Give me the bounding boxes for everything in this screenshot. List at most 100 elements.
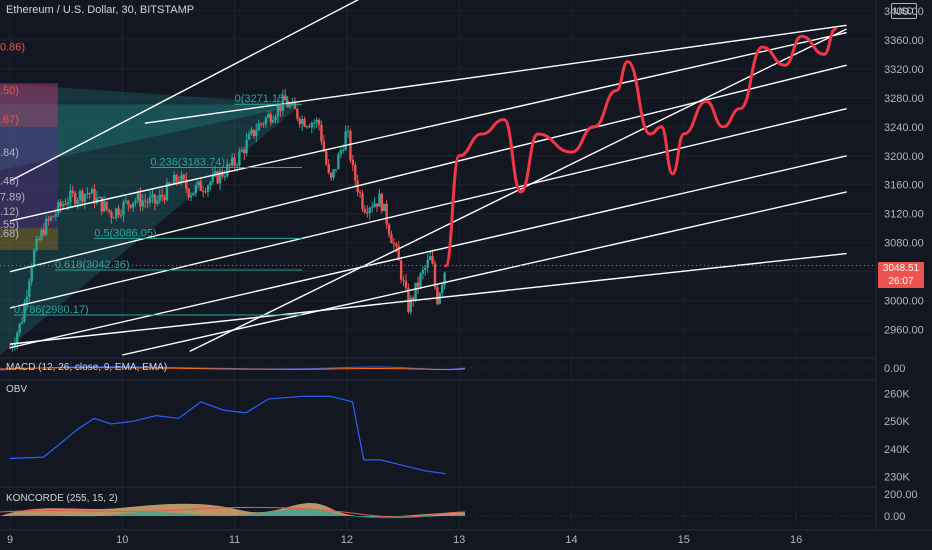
trendline	[9, 31, 847, 222]
candle-body	[189, 195, 193, 198]
time-tick-label: 10	[116, 534, 128, 546]
candle-body	[105, 201, 108, 210]
candle-body	[414, 282, 417, 301]
koncorde-tick: 0.00	[884, 511, 905, 523]
candle-body	[180, 174, 183, 183]
obv-tick: 230K	[884, 471, 910, 483]
price-tick-label: 3360.00	[884, 35, 924, 47]
candle-body	[238, 151, 241, 166]
fib-zone-upper	[0, 104, 302, 171]
candle-body	[416, 282, 420, 287]
obv-legend[interactable]: OBV	[6, 384, 28, 395]
trendline	[122, 191, 847, 356]
left-edge-label: .48)	[0, 176, 19, 188]
candle-body	[274, 116, 277, 121]
candle-body	[267, 114, 270, 118]
fib-level-label: 0(3271.15)	[235, 93, 288, 105]
candle-body	[431, 256, 434, 264]
price-tick-label: 3240.00	[884, 122, 924, 134]
candle-body	[168, 182, 171, 185]
candle-body	[361, 193, 364, 210]
candle-body	[66, 202, 70, 205]
candle-body	[35, 238, 38, 251]
fib-level-label: 0.5(3086.05)	[94, 227, 156, 239]
candle-body	[250, 129, 253, 134]
candle-body	[204, 191, 207, 193]
candle-body	[243, 149, 246, 154]
candle-body	[255, 130, 258, 137]
trendline	[9, 155, 847, 349]
candle-body	[346, 130, 350, 132]
candle-body	[329, 172, 333, 178]
currency-button[interactable]: USD	[891, 3, 917, 19]
candle-body	[233, 157, 236, 166]
candle-body	[124, 200, 128, 202]
candle-body	[30, 266, 33, 282]
candle-body	[366, 212, 369, 214]
candle-body	[95, 197, 99, 204]
candle-body	[81, 190, 84, 202]
candle-body	[298, 118, 301, 125]
candle-body	[136, 193, 140, 201]
candle-body	[259, 123, 263, 125]
candle-body	[28, 281, 31, 297]
candle-body	[57, 202, 60, 214]
candle-body	[235, 165, 239, 167]
candle-body	[100, 197, 103, 212]
time-axis[interactable]: 9 10 11 12 13 14 15 16	[0, 529, 932, 546]
left-edge-label: .12)	[0, 206, 19, 218]
candle-body	[293, 102, 297, 110]
candle-body	[228, 164, 231, 166]
candle-body	[354, 164, 357, 181]
candle-body	[240, 149, 243, 152]
obv-tick: 250K	[884, 416, 910, 428]
left-edge-label: .67)	[0, 114, 19, 126]
obv-tick: 240K	[884, 444, 910, 456]
candle-body	[13, 343, 17, 347]
price-tick-label: 3400.00	[884, 6, 924, 18]
candle-body	[25, 296, 29, 303]
candle-body	[32, 250, 36, 267]
candle-body	[134, 200, 137, 203]
price-tick-label: 2960.00	[884, 325, 924, 337]
candle-body	[214, 171, 217, 175]
trendline	[9, 0, 360, 182]
candle-body	[69, 190, 72, 203]
candle-body	[185, 179, 188, 189]
candle-body	[303, 119, 306, 127]
candle-body	[407, 288, 410, 312]
macd-legend[interactable]: MACD (12, 26, close, 9, EMA, EMA)	[6, 362, 168, 373]
price-axis[interactable]: 2960.003000.003040.003080.003120.003160.…	[884, 6, 924, 523]
candle-body	[325, 151, 328, 165]
candle-body	[271, 120, 275, 123]
candle-body	[428, 256, 432, 260]
fib-labels: 0(3271.15) 0.236(3183.74) 0.5(3086.05) 0.61…	[14, 93, 302, 316]
candle-body	[424, 267, 427, 270]
candle-body	[438, 292, 441, 304]
candle-body	[20, 321, 24, 324]
koncorde-legend[interactable]: KONCORDE (255, 15, 2)	[6, 493, 118, 504]
candle-body	[177, 181, 181, 183]
last-price-badge: 3048.51 26:07	[878, 262, 924, 288]
candle-body	[351, 159, 355, 165]
time-tick-label: 12	[341, 534, 353, 546]
symbol-title: Ethereum / U.S. Dollar, 30, BITSTAMP	[6, 4, 195, 16]
candle-body	[404, 280, 408, 289]
candle-body	[86, 193, 89, 195]
candle-body	[291, 102, 294, 105]
left-edge-label: .84)	[0, 147, 19, 159]
candle-body	[209, 182, 212, 186]
time-tick-label: 9	[7, 534, 13, 546]
last-price-value: 3048.51	[882, 263, 920, 274]
candle-body	[18, 323, 21, 333]
candle-body	[344, 131, 347, 151]
candle-body	[230, 157, 234, 166]
price-tick-label: 3320.00	[884, 64, 924, 76]
fib-level-label: 0.236(3183.74)	[150, 157, 225, 169]
candle-body	[334, 169, 338, 171]
candle-body	[163, 196, 166, 201]
candle-body	[42, 229, 46, 235]
candle-body	[276, 105, 280, 117]
candle-body	[88, 193, 91, 195]
